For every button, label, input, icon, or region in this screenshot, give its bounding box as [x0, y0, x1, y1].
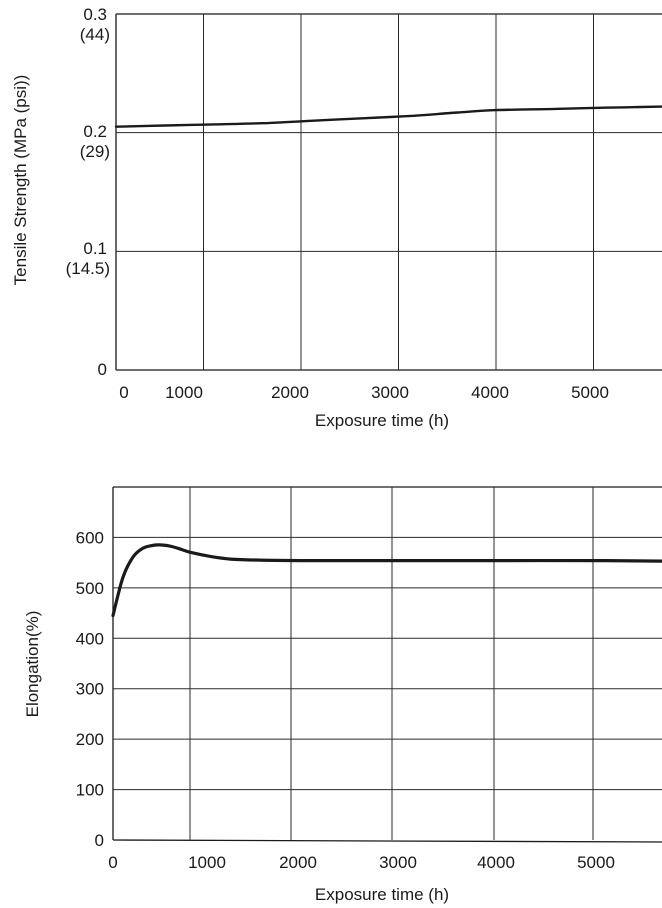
elongation-y-tick-label: 0 [95, 831, 104, 850]
elongation-x-axis [112, 839, 662, 843]
elongation-x-tick-label: 0 [108, 853, 117, 872]
elongation-y-tick-label: 400 [76, 629, 104, 648]
elongation-line [111, 543, 662, 618]
tensile-x-tick-label: 4000 [471, 383, 509, 402]
tensile-x-tick-label: 0 [119, 383, 128, 402]
elongation-tick-labels: 0 1000 2000 3000 4000 5000 0 100 200 300 400 500 600 [76, 528, 615, 872]
tensile-y-tick-label: 0.3 [83, 5, 107, 24]
tensile-x-tick-label: 2000 [271, 383, 309, 402]
elongation-y-axis-title: Elongation(%) [23, 611, 42, 718]
tensile-y-tick-sublabel: (29) [80, 142, 110, 161]
elongation-series [111, 543, 662, 618]
tensile-grid [115, 13, 662, 371]
elongation-x-tick-label: 4000 [477, 853, 515, 872]
elongation-y-tick-label: 300 [76, 680, 104, 699]
elongation-y-tick-label: 200 [76, 730, 104, 749]
elongation-x-tick-label: 3000 [379, 853, 417, 872]
tensile-y-axis-title: Tensile Strength (MPa (psi)) [11, 75, 30, 286]
elongation-grid [112, 486, 662, 843]
tensile-tick-labels: 0 1000 2000 3000 4000 5000 0.3(44) 0.2(29) 0.1(1… [66, 5, 609, 402]
tensile-y-tick-label: 0 [98, 360, 107, 379]
tensile-y-tick-sublabel: (14.5) [66, 259, 110, 278]
tensile-strength-line [114, 105, 662, 128]
elongation-y-tick-label: 100 [76, 781, 104, 800]
elongation-x-tick-label: 2000 [279, 853, 317, 872]
tensile-x-tick-label: 3000 [371, 383, 409, 402]
tensile-y-tick-label: 0.1 [83, 239, 107, 258]
elongation-y-tick-label: 500 [76, 579, 104, 598]
tensile-series [114, 105, 662, 128]
tensile-y-tick-label: 0.2 [83, 122, 107, 141]
elongation-chart: 0 1000 2000 3000 4000 5000 0 100 200 300 400 500 600… [23, 486, 662, 904]
tensile-strength-chart: 0 1000 2000 3000 4000 5000 0.3(44) 0.2(29) 0.1(1… [11, 5, 662, 430]
tensile-x-tick-label: 5000 [571, 383, 609, 402]
tensile-x-tick-label: 1000 [165, 383, 203, 402]
tensile-x-axis-title: Exposure time (h) [315, 411, 449, 430]
elongation-x-tick-label: 1000 [188, 853, 226, 872]
tensile-y-tick-sublabel: (44) [80, 25, 110, 44]
elongation-x-axis-title: Exposure time (h) [315, 885, 449, 904]
elongation-x-tick-label: 5000 [577, 853, 615, 872]
elongation-y-tick-label: 600 [76, 528, 104, 547]
